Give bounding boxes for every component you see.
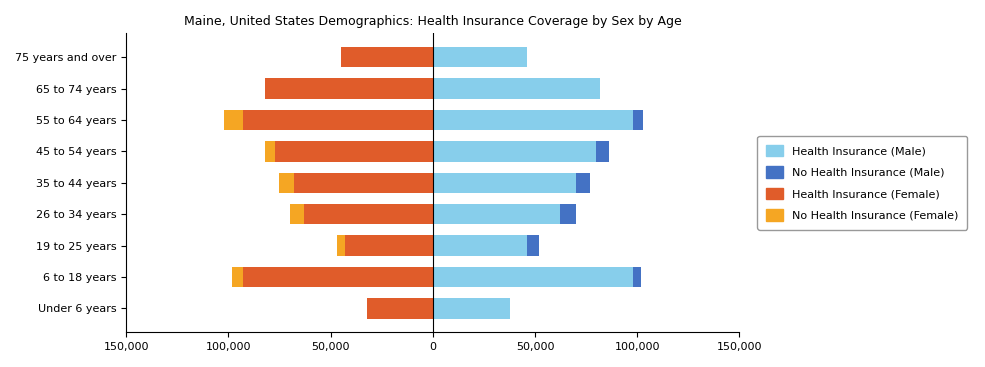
Bar bbox=[341, 47, 432, 67]
Bar bbox=[559, 204, 576, 225]
Bar bbox=[367, 298, 432, 319]
Bar bbox=[633, 267, 641, 287]
Bar bbox=[432, 141, 596, 161]
Bar bbox=[432, 172, 576, 193]
Bar bbox=[432, 267, 633, 287]
Bar bbox=[232, 267, 242, 287]
Bar bbox=[290, 204, 304, 225]
Bar bbox=[596, 141, 609, 161]
Bar bbox=[345, 236, 432, 256]
Bar bbox=[337, 236, 345, 256]
Bar bbox=[242, 267, 432, 287]
Bar bbox=[265, 141, 276, 161]
Legend: Health Insurance (Male), No Health Insurance (Male), Health Insurance (Female), : Health Insurance (Male), No Health Insur… bbox=[757, 136, 967, 230]
Bar bbox=[265, 78, 432, 99]
Bar bbox=[527, 236, 539, 256]
Bar bbox=[432, 110, 633, 130]
Bar bbox=[304, 204, 432, 225]
Bar bbox=[432, 236, 527, 256]
Bar bbox=[432, 298, 510, 319]
Bar bbox=[276, 141, 432, 161]
Bar bbox=[432, 204, 559, 225]
Bar bbox=[633, 110, 643, 130]
Bar bbox=[280, 172, 294, 193]
Bar bbox=[432, 78, 601, 99]
Bar bbox=[294, 172, 432, 193]
Bar bbox=[242, 110, 432, 130]
Bar bbox=[225, 110, 242, 130]
Bar bbox=[432, 47, 527, 67]
Bar bbox=[576, 172, 590, 193]
Title: Maine, United States Demographics: Health Insurance Coverage by Sex by Age: Maine, United States Demographics: Healt… bbox=[184, 15, 682, 28]
